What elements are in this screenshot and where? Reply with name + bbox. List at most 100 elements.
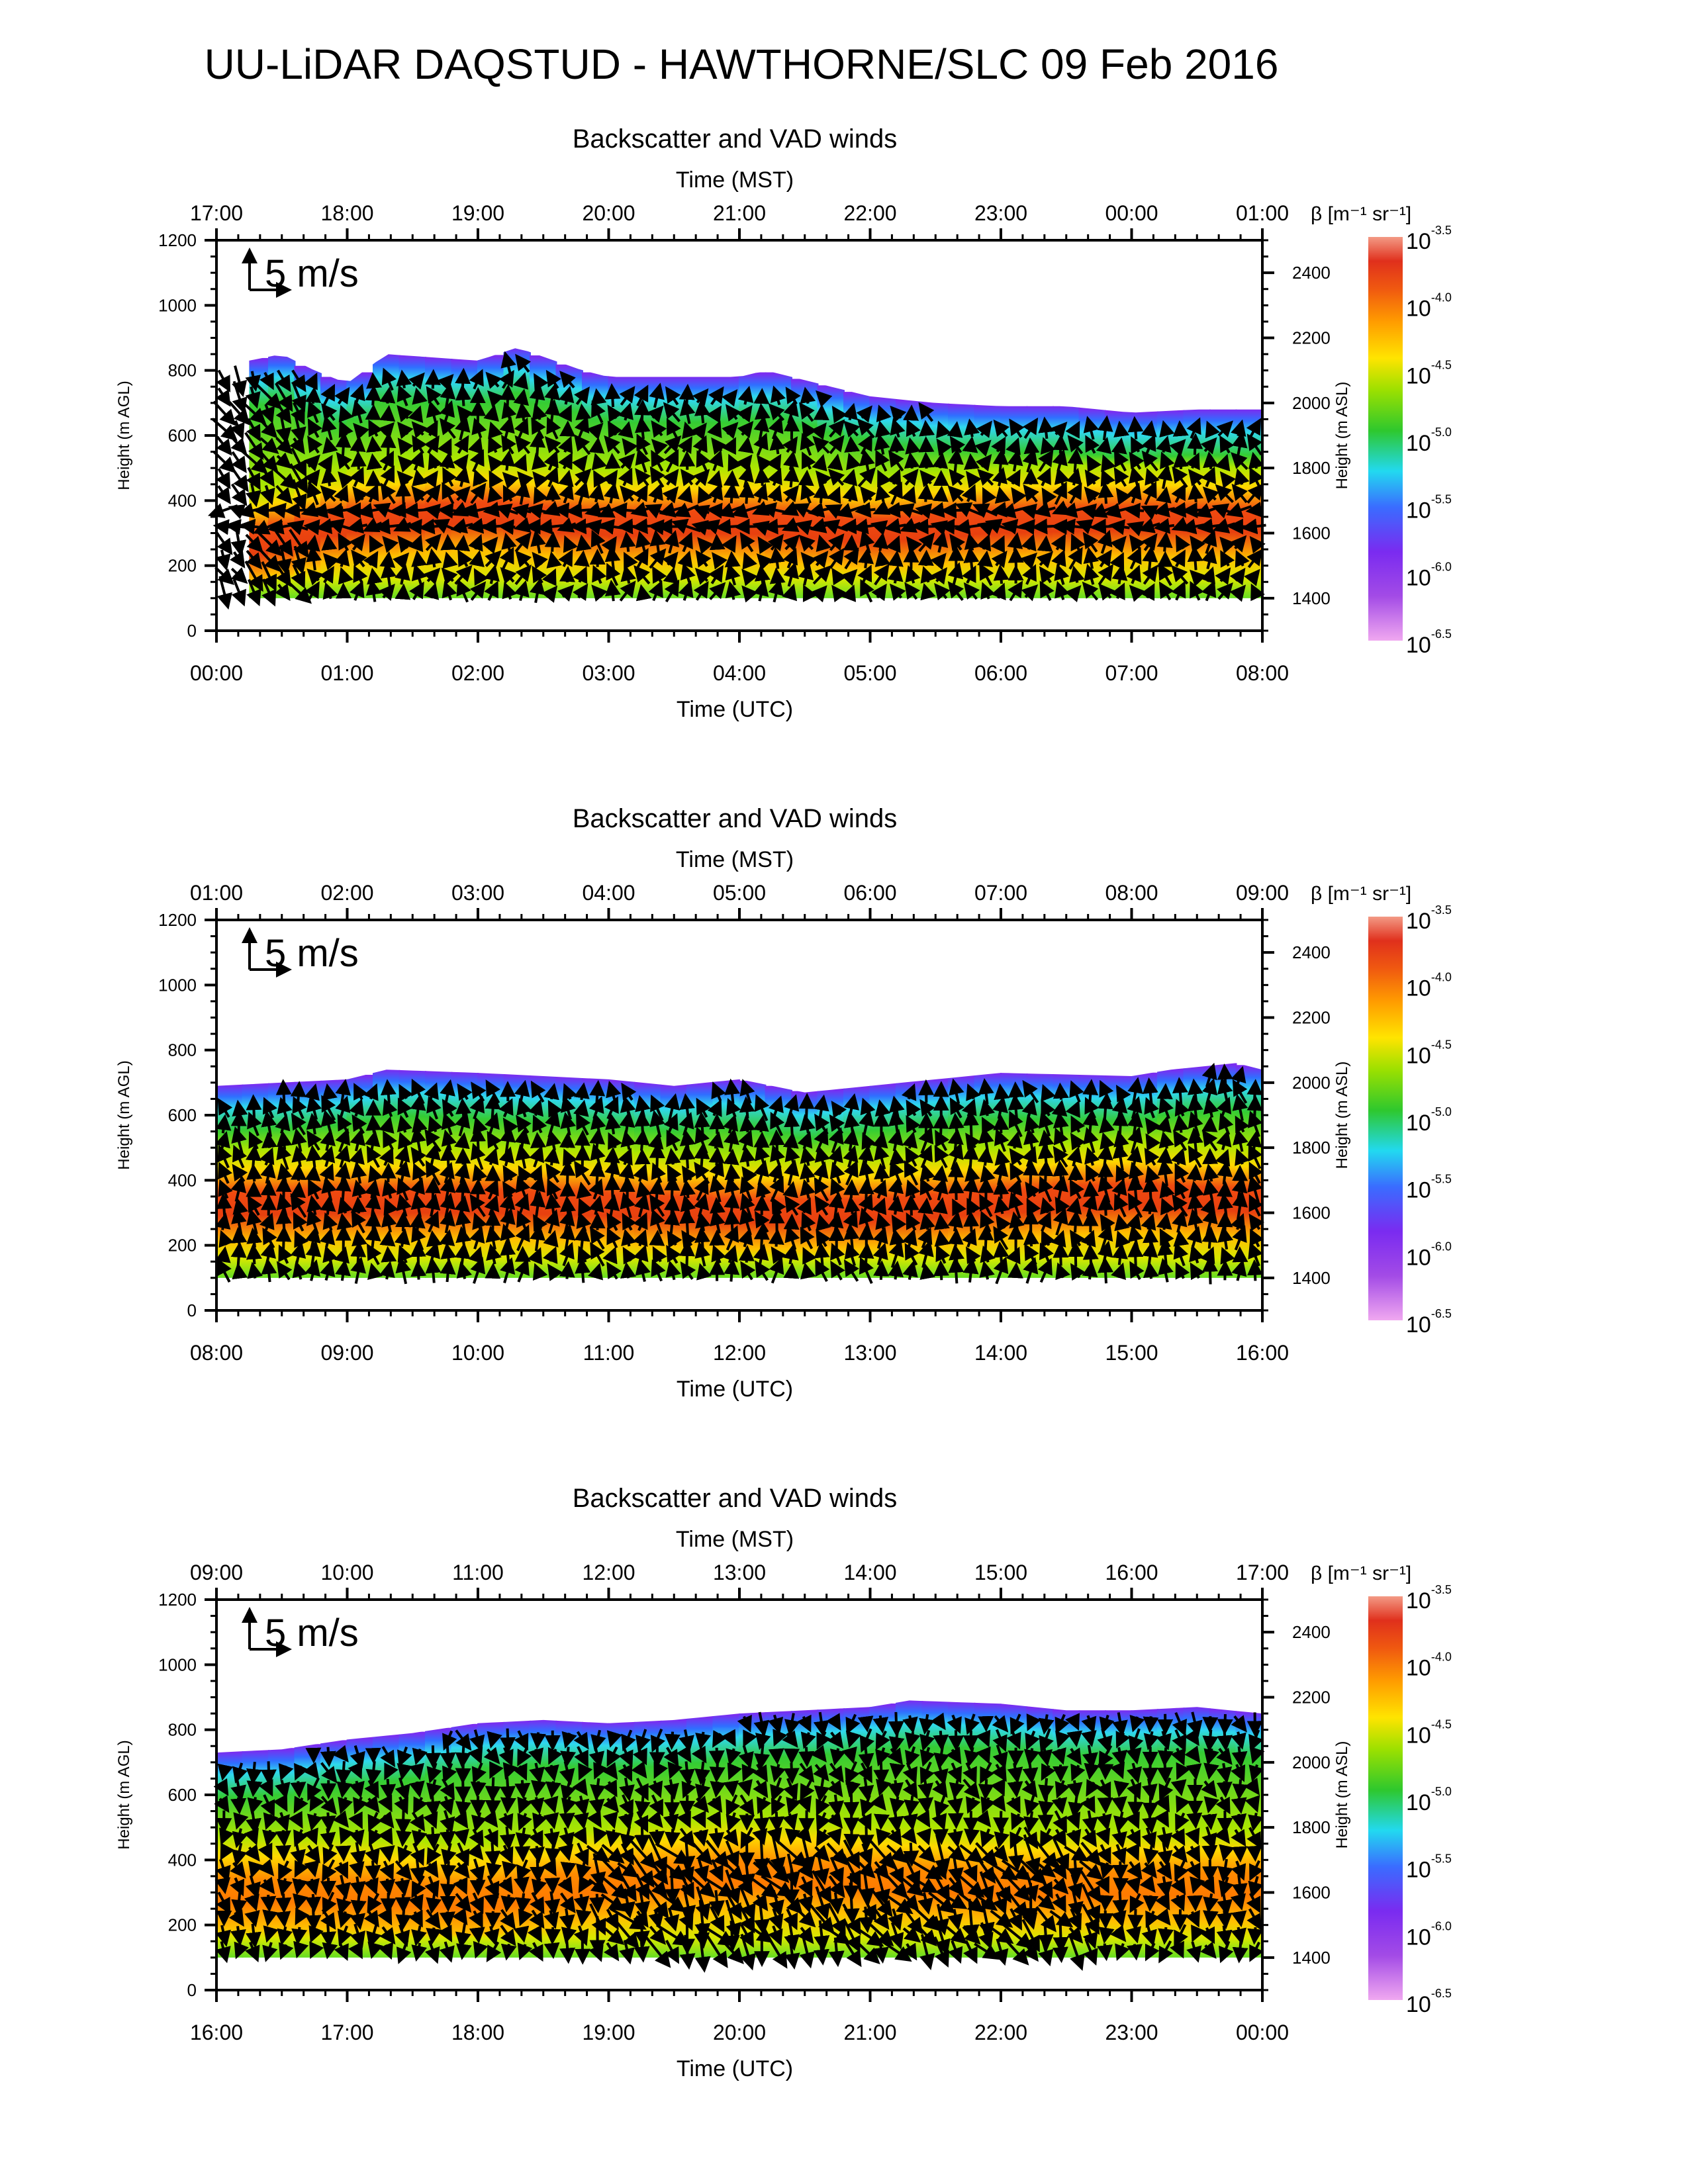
wind-arrow [857, 433, 872, 455]
wind-arrow [768, 416, 784, 439]
top-x-tick-label: 09:00 [1236, 881, 1289, 905]
top-x-tick-label: 21:00 [713, 201, 766, 225]
colorbar: β [m⁻¹ sr⁻¹]10-3.510-4.010-4.510-5.010-5… [1311, 883, 1452, 1338]
wind-arrow [586, 422, 604, 440]
colorbar-tick-base: 10 [1406, 1588, 1431, 1614]
wind-arrow [766, 453, 782, 472]
wind-arrow [762, 518, 789, 535]
wind-arrow [397, 405, 413, 423]
y2-axis-label: Height (m ASL) [1333, 1062, 1351, 1169]
wind-arrow [1037, 535, 1053, 552]
wind-arrow [874, 549, 891, 567]
wind-arrow [618, 453, 635, 471]
wind-arrow [647, 405, 664, 423]
y-tick-label: 800 [168, 361, 197, 381]
wind-arrow [903, 1194, 919, 1216]
y2-tick-label: 2000 [1292, 1073, 1331, 1093]
colorbar-tick-label: 10-6.0 [1406, 1240, 1452, 1270]
wind-arrow [753, 1223, 770, 1251]
y-tick-label: 600 [168, 426, 197, 445]
wind-arrow [1008, 1081, 1024, 1101]
wind-arrow [798, 469, 814, 486]
y2-axis-label: Height (m ASL) [1333, 1741, 1351, 1849]
backscatter-column [373, 1068, 400, 1278]
wind-arrow [259, 484, 275, 506]
colorbar-tick-label: 10-4.5 [1406, 1717, 1452, 1748]
wind-arrow [783, 561, 799, 587]
wind-arrow [442, 580, 457, 601]
wind-arrow [656, 518, 686, 535]
x-tick-label: 10:00 [451, 1341, 504, 1365]
colorbar: β [m⁻¹ sr⁻¹]10-3.510-4.010-4.510-5.010-5… [1311, 1563, 1452, 2017]
wind-arrow [1127, 1909, 1144, 1931]
wind-arrow [663, 469, 679, 486]
backscatter-column [660, 1084, 688, 1278]
wind-arrow [275, 1208, 292, 1235]
top-x-tick-label: 13:00 [713, 1561, 766, 1584]
wind-arrow [709, 1764, 726, 1783]
wind-arrow [455, 1098, 471, 1117]
wind-arrow [365, 404, 381, 420]
wind-arrow [1172, 451, 1189, 470]
wind-arrow [601, 536, 617, 554]
colorbar-tick-label: 10-3.5 [1406, 224, 1452, 254]
wind-arrow [947, 421, 963, 438]
wind-arrow [256, 530, 283, 557]
x-tick-label: 14:00 [974, 1341, 1027, 1365]
wind-arrow [649, 383, 665, 408]
wind-arrow [470, 1781, 487, 1798]
wind-arrow [487, 485, 503, 504]
wind-arrow [918, 1079, 935, 1103]
wind-arrow [423, 420, 438, 438]
wind-arrow [428, 452, 443, 471]
wind-arrow [978, 1224, 994, 1251]
wind-arrow [215, 468, 231, 490]
wind-arrow [733, 518, 758, 535]
wind-arrow [753, 1810, 770, 1834]
wind-arrow [214, 567, 235, 586]
wind-arrow [424, 582, 440, 600]
wind-arrow [575, 1257, 591, 1283]
wind-arrow [437, 373, 454, 391]
top-x-tick-label: 04:00 [582, 881, 635, 905]
wind-arrow [453, 435, 469, 454]
wind-arrow [1097, 1797, 1113, 1814]
wind-arrow [857, 467, 876, 488]
wind-arrow [559, 566, 575, 582]
wind-arrow [757, 455, 773, 473]
wind-arrow [473, 568, 489, 586]
wind-arrow [633, 565, 651, 585]
wind-arrow [652, 566, 667, 584]
colorbar-tick-base: 10 [1406, 1178, 1431, 1203]
wind-arrow [947, 1813, 964, 1829]
top-x-tick-label: 17:00 [190, 201, 243, 225]
wind-arrow [498, 519, 516, 535]
wind-arrow [843, 547, 859, 570]
x-tick-label: 02:00 [451, 661, 504, 685]
wind-arrow [514, 417, 529, 439]
wind-arrow [632, 518, 651, 535]
wind-arrow [544, 1877, 561, 1894]
wind-arrow [245, 371, 261, 392]
x-tick-label: 00:00 [1236, 2021, 1289, 2044]
colorbar-tick-base: 10 [1406, 909, 1431, 934]
wind-arrow [366, 435, 383, 453]
wind-arrow [1082, 1244, 1099, 1264]
wind-arrow [679, 1795, 696, 1817]
wind-arrow [844, 1196, 861, 1214]
wind-arrow [782, 583, 798, 602]
wind-arrow [502, 581, 518, 600]
wind-arrow [649, 1178, 665, 1199]
x-tick-label: 12:00 [713, 1341, 766, 1365]
wind-arrow [679, 383, 695, 407]
wind-arrow [697, 537, 714, 555]
wind-arrow [1142, 1176, 1158, 1202]
wind-arrow [412, 435, 427, 454]
wind-arrow [993, 1114, 1009, 1134]
wind-arrow [514, 531, 532, 553]
wind-arrow [753, 388, 770, 404]
x-tick-label: 05:00 [843, 661, 896, 685]
wind-arrow [608, 420, 623, 439]
wind-arrow [619, 580, 636, 602]
wind-arrow [246, 467, 261, 490]
